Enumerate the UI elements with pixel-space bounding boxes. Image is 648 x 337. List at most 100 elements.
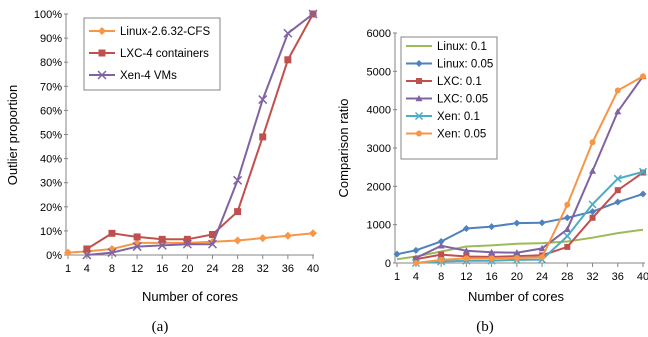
legend-entry: LXC: 0.1 [406,76,482,88]
data-point [132,242,142,252]
data-point [157,240,167,250]
data-point [207,239,218,249]
data-point [488,255,495,262]
data-point [462,225,470,232]
x-tick-label: 8 [109,263,115,275]
x-tick-label: 24 [536,271,548,283]
legend-entry: LXC: 0.05 [406,94,488,106]
y-tick-label: 2000 [367,181,391,193]
data-point [563,225,571,233]
data-point [284,56,292,64]
data-point [438,251,445,258]
y-tick-label: 6000 [367,28,391,40]
data-point [233,175,243,185]
legend-entry: Linux: 0.05 [406,59,493,71]
legend-entry: Xen: 0.1 [406,111,480,123]
data-point [488,223,496,231]
data-point [438,256,445,263]
data-point [283,28,293,38]
legend-entry: Linux-2.6.32-CFS [89,26,210,38]
data-point [463,255,470,262]
x-tick-label: 8 [438,271,444,283]
x-tick-label: 16 [156,263,168,275]
caption-a: (a) [152,319,169,335]
data-point [133,233,141,241]
legend-label: Xen-4 VMs [120,70,177,82]
y-tick-label: 30% [40,178,62,190]
x-tick-label: 20 [511,271,523,283]
y-tick-label: 50% [40,130,62,142]
data-point [158,235,166,243]
x-tick-label: 24 [206,263,218,275]
x-tick-label: 40 [307,263,319,275]
data-point [393,250,401,258]
data-point [589,139,596,146]
data-point [437,238,445,246]
x-tick-label: 4 [84,263,90,275]
data-point [640,73,646,80]
x-tick-label: 36 [282,263,294,275]
legend-marker [416,130,422,137]
data-point [513,249,521,256]
legend-marker [415,60,423,67]
series-line [86,13,314,256]
y-axis-label: Outlier proportion [5,85,20,185]
legend-marker [98,27,106,35]
y-tick-label: 40% [40,154,62,166]
data-point [563,214,571,222]
x-tick-label: 20 [181,263,193,275]
data-point [234,208,242,216]
x-axis-label: Number of cores [468,289,565,304]
data-point [208,231,216,239]
series-line [396,228,644,261]
y-tick-label: 90% [40,33,62,45]
legend: Linux: 0.1 Linux: 0.05 LXC: 0.1 LXC: 0.05 Xe… [400,36,498,160]
legend-marker [98,49,106,57]
x-tick-label: 12 [131,263,143,275]
x-tick-label: 1 [394,271,400,283]
y-tick-label: 1000 [367,220,391,232]
series-line [415,75,644,264]
y-tick-label: 60% [40,105,62,117]
legend-marker [415,95,423,102]
data-point [613,174,622,183]
data-point [614,187,621,194]
data-point [412,260,419,266]
data-point [107,248,117,258]
data-point [82,250,92,260]
data-point [182,239,192,249]
x-tick-label: 28 [231,263,243,275]
data-point [412,246,420,254]
data-point [588,200,597,209]
y-axis-label: Comparison ratio [336,99,351,198]
data-point [589,214,596,221]
data-point [638,167,648,176]
x-tick-label: 40 [637,271,648,283]
x-tick-label: 12 [460,271,472,283]
y-tick-label: 80% [40,57,62,69]
data-point [513,219,521,227]
x-tick-label: 4 [413,271,419,283]
legend-label: Linux: 0.05 [437,59,493,71]
y-tick-label: 4000 [367,105,391,117]
legend-marker [97,70,107,80]
legend-label: Linux-2.6.32-CFS [120,26,210,38]
data-point [513,255,520,262]
x-tick-label: 32 [257,263,269,275]
data-point [258,95,268,105]
data-point [462,247,470,254]
data-point [259,133,267,141]
data-point [563,232,572,241]
legend-entry: Linux: 0.1 [406,41,487,53]
y-tick-label: 70% [40,81,62,93]
data-point [639,190,647,198]
data-point [564,243,571,250]
series-xen-0-05 [412,73,646,266]
data-point [614,198,622,206]
series-xen-0-1 [411,167,648,268]
x-tick-label: 32 [586,271,598,283]
series-xen-4-vms [82,9,318,260]
chart-comparison-ratio: 0 1000 2000 3000 4000 5000 6000 1 4 8 12 16 20 24 28 3… [336,28,648,335]
data-point [283,231,292,240]
